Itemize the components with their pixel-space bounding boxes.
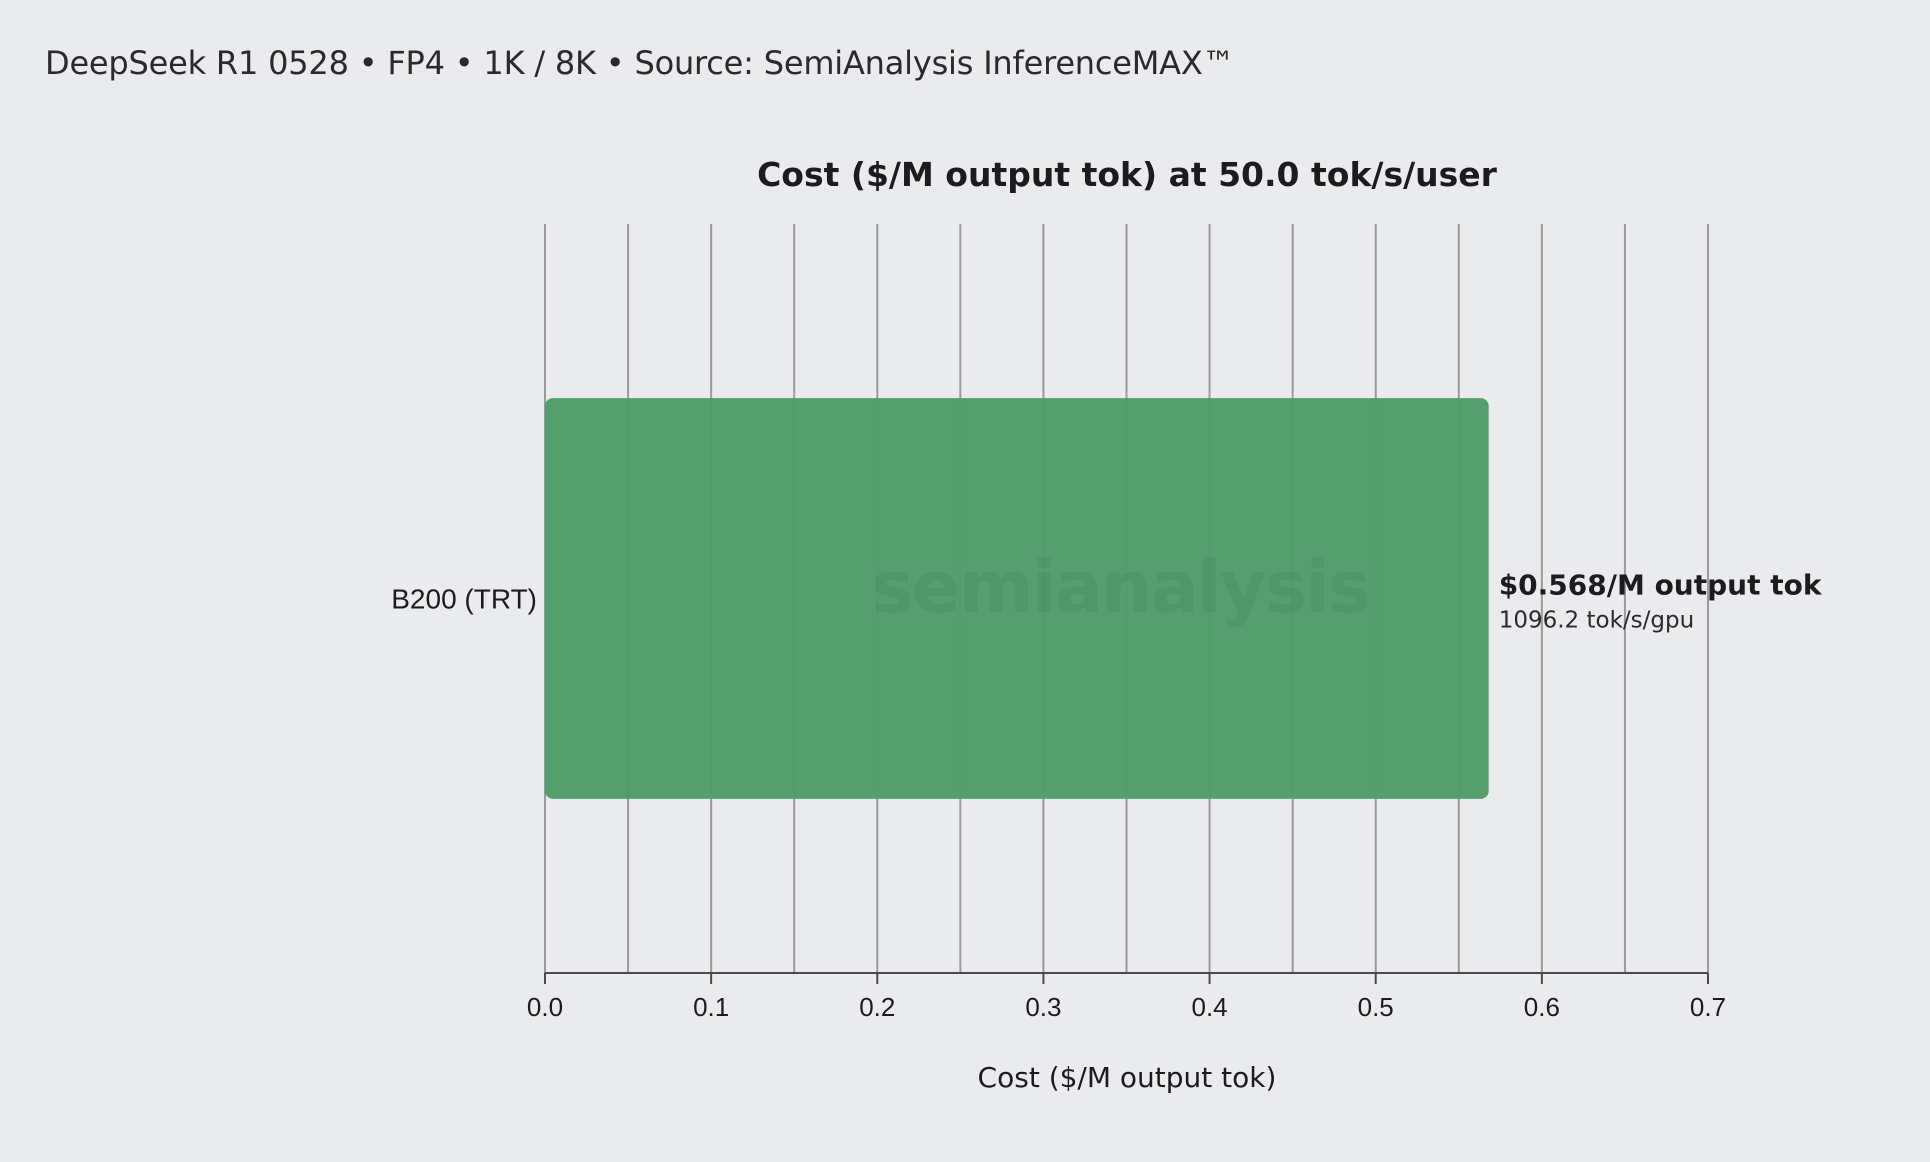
x-axis: 0.0 0.1 0.2 0.3 0.4 0.5 0.6 0.7 [527,972,1726,1022]
x-tick-label: 0.5 [1358,992,1394,1022]
labels: B200 (TRT) $0.568/M output tok 1096.2 tok/… [391,569,1823,634]
bars [545,398,1489,799]
x-tick-label: 0.6 [1524,992,1560,1022]
bar [545,398,1489,799]
x-axis-title: Cost ($/M output tok) [978,1061,1277,1094]
chart-subtitle: DeepSeek R1 0528 • FP4 • 1K / 8K • Sourc… [45,44,1235,82]
x-tick-label: 0.3 [1025,992,1061,1022]
watermark-logo: semianalysis [871,545,1369,629]
x-tick-label: 0.7 [1690,992,1726,1022]
x-tick-label: 0.0 [527,992,563,1022]
x-tick-label: 0.4 [1191,992,1227,1022]
x-tick-label: 0.1 [693,992,729,1022]
bar-value-label: $0.568/M output tok [1499,569,1823,602]
x-tick-label: 0.2 [859,992,895,1022]
bar-secondary-label: 1096.2 tok/s/gpu [1499,608,1694,634]
category-label: B200 (TRT) [391,584,537,615]
chart-title: Cost ($/M output tok) at 50.0 tok/s/user [757,155,1498,194]
